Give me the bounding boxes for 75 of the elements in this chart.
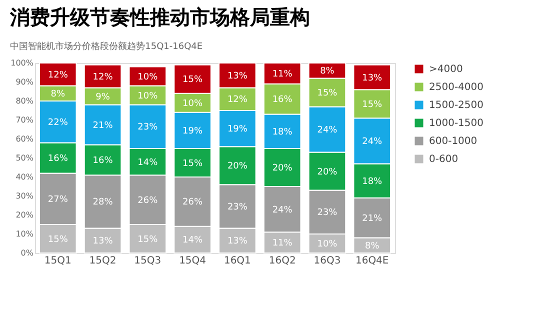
data-label: 18% xyxy=(272,127,293,138)
data-label: 21% xyxy=(362,214,383,224)
data-label: 14% xyxy=(182,236,203,246)
data-label: 15% xyxy=(182,75,203,86)
x-tick-label: 15Q2 xyxy=(89,256,116,266)
legend-label: >4000 xyxy=(429,64,463,75)
y-tick-label: 100% xyxy=(10,58,34,68)
x-tick-label: 15Q4 xyxy=(179,256,206,266)
legend-label: 2500-4000 xyxy=(429,82,484,93)
x-tick-label: 16Q3 xyxy=(314,256,341,266)
data-label: 10% xyxy=(317,240,338,250)
data-label: 16% xyxy=(272,95,293,106)
y-tick-label: 40% xyxy=(16,172,34,182)
data-label: 12% xyxy=(227,95,248,106)
y-tick-label: 10% xyxy=(16,230,34,238)
legend-label: 600-1000 xyxy=(429,136,478,147)
data-label: 12% xyxy=(48,70,68,80)
data-label: 28% xyxy=(92,198,114,208)
data-label: 15% xyxy=(317,88,338,98)
data-label: 20% xyxy=(272,164,293,174)
data-label: 22% xyxy=(48,118,68,128)
data-label: 11% xyxy=(272,69,293,80)
data-label: 20% xyxy=(317,167,338,178)
data-label: 24% xyxy=(272,205,293,216)
y-tick-label: 60% xyxy=(16,134,34,144)
x-tick-label: 15Q3 xyxy=(134,256,162,266)
y-tick-label: 20% xyxy=(16,210,34,220)
data-label: 13% xyxy=(227,236,248,247)
data-label: 13% xyxy=(92,236,114,247)
data-label: 19% xyxy=(182,126,203,136)
data-label: 23% xyxy=(227,202,248,212)
legend-label: 1500-2500 xyxy=(429,100,484,111)
data-label: 26% xyxy=(138,196,158,206)
data-label: 15% xyxy=(48,234,68,245)
data-label: 12% xyxy=(92,72,114,82)
data-label: 14% xyxy=(138,158,158,168)
data-label: 11% xyxy=(272,238,293,249)
data-label: 16% xyxy=(92,156,114,166)
y-tick-label: 30% xyxy=(16,192,34,200)
chart-title: 消费升级节奏性推动市场格局重构 xyxy=(9,5,310,29)
data-label: 10% xyxy=(182,98,203,109)
y-tick-label: 0% xyxy=(20,248,34,258)
legend-label: 1000-1500 xyxy=(429,118,484,129)
data-label: 27% xyxy=(48,194,68,205)
legend-label: 0-600 xyxy=(429,154,458,165)
data-label: 8% xyxy=(50,89,66,100)
data-label: 15% xyxy=(182,158,203,169)
data-label: 23% xyxy=(138,122,158,133)
y-tick-label: 90% xyxy=(16,78,34,86)
data-label: 13% xyxy=(362,73,383,84)
x-tick-label: 15Q1 xyxy=(44,256,72,266)
data-label: 9% xyxy=(96,92,110,102)
data-label: 23% xyxy=(317,208,338,218)
data-label: 21% xyxy=(92,120,114,131)
y-tick-label: 80% xyxy=(16,96,34,106)
data-label: 20% xyxy=(227,162,248,172)
data-label: 10% xyxy=(138,91,158,102)
data-label: 24% xyxy=(317,126,338,136)
data-label: 24% xyxy=(362,136,383,147)
data-label: 8% xyxy=(320,66,335,77)
data-label: 19% xyxy=(227,124,248,135)
x-tick-label: 16Q4E xyxy=(355,256,389,266)
data-label: 15% xyxy=(362,100,383,110)
x-tick-label: 16Q2 xyxy=(268,256,296,266)
chart-subtitle: 中国智能机市场分价格段份额趋势15Q1-16Q4E xyxy=(10,41,203,52)
data-label: 18% xyxy=(362,176,383,187)
data-label: 16% xyxy=(48,154,68,164)
data-label: 8% xyxy=(364,241,380,252)
x-tick-label: 16Q1 xyxy=(224,256,251,266)
y-tick-label: 70% xyxy=(16,116,34,124)
data-label: 26% xyxy=(182,198,203,208)
data-label: 15% xyxy=(138,234,158,245)
data-label: 10% xyxy=(138,72,158,82)
data-label: 13% xyxy=(227,71,248,82)
y-tick-label: 50% xyxy=(16,154,34,162)
